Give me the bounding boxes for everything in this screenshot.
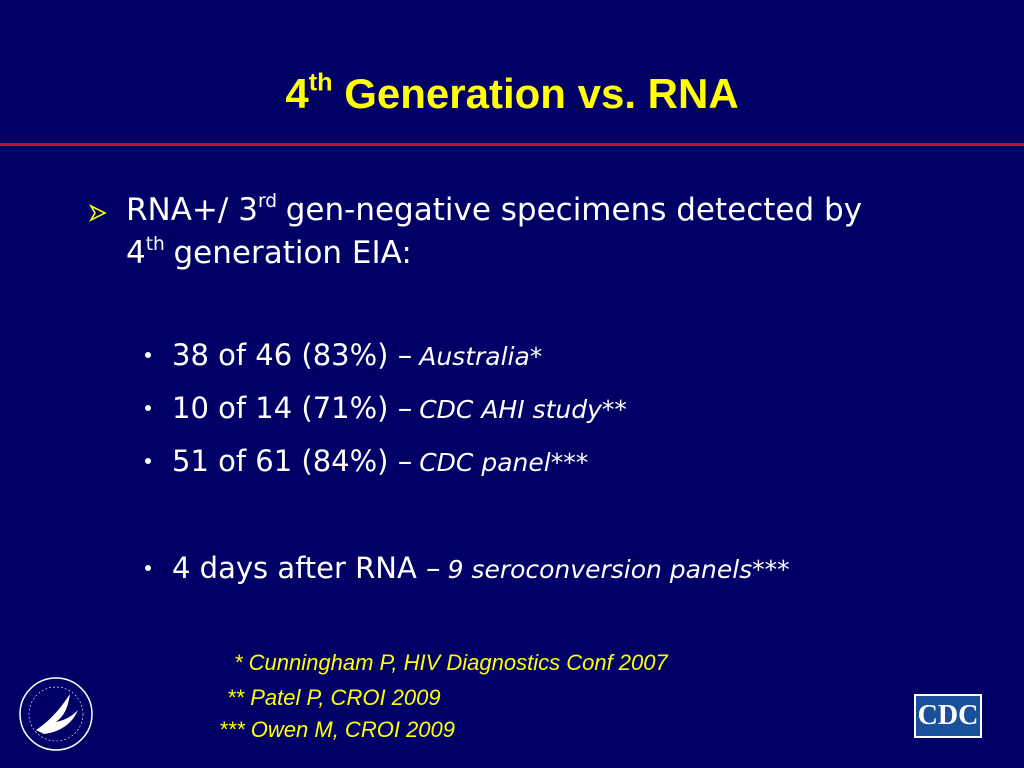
title-rule	[0, 143, 1024, 146]
bullet-dot	[145, 458, 151, 464]
bullet-text: 51 of 61 (84%) –	[172, 444, 413, 478]
reference: ** Patel P, CROI 2009	[227, 685, 441, 710]
arrow-bullet	[88, 204, 107, 222]
sub-bullet: 51 of 61 (84%) – CDC panel***	[145, 444, 589, 478]
title-number: 4	[285, 70, 309, 117]
bullet-dot	[145, 352, 151, 358]
text: 4	[126, 235, 146, 271]
sub-bullet: 4 days after RNA –9 seroconversion panel…	[145, 551, 790, 585]
text: gen-negative specimens detected by	[285, 192, 863, 228]
superscript: th	[145, 233, 165, 255]
sub-bullet: 38 of 46 (83%) – Australia*	[145, 338, 543, 372]
main-bullet-line: RNA+/ 3rd gen-negative specimens detected…	[126, 192, 862, 228]
reference: * Cunningham P, HIV Diagnostics Conf 200…	[234, 650, 668, 675]
title-superscript: th	[308, 68, 333, 97]
hhs-seal	[19, 677, 93, 751]
sub-bullet: 10 of 14 (71%) – CDC AHI study**	[145, 391, 627, 425]
text: RNA+/ 3	[126, 192, 258, 228]
bullet-source: CDC AHI study**	[419, 395, 627, 424]
cdc-logo-text: CDC	[916, 696, 980, 736]
superscript: rd	[257, 190, 278, 212]
bullet-dot	[145, 405, 151, 411]
main-bullet-line: 4th generation EIA:	[126, 235, 412, 271]
bullet-source: CDC panel***	[419, 448, 589, 477]
bullet-source: 9 seroconversion panels***	[447, 555, 790, 584]
bullet-text: 38 of 46 (83%) –	[172, 338, 413, 372]
reference: *** Owen M, CROI 2009	[219, 717, 455, 742]
text: generation EIA:	[173, 235, 412, 271]
cdc-logo: CDC	[914, 694, 982, 738]
bullet-source: Australia*	[419, 342, 543, 371]
bullet-dot	[145, 565, 151, 571]
title-text: Generation vs. RNA	[344, 70, 739, 117]
bullet-text: 4 days after RNA –	[172, 551, 441, 585]
bullet-text: 10 of 14 (71%) –	[172, 391, 413, 425]
slide-title: 4th Generation vs. RNA	[0, 70, 1024, 118]
